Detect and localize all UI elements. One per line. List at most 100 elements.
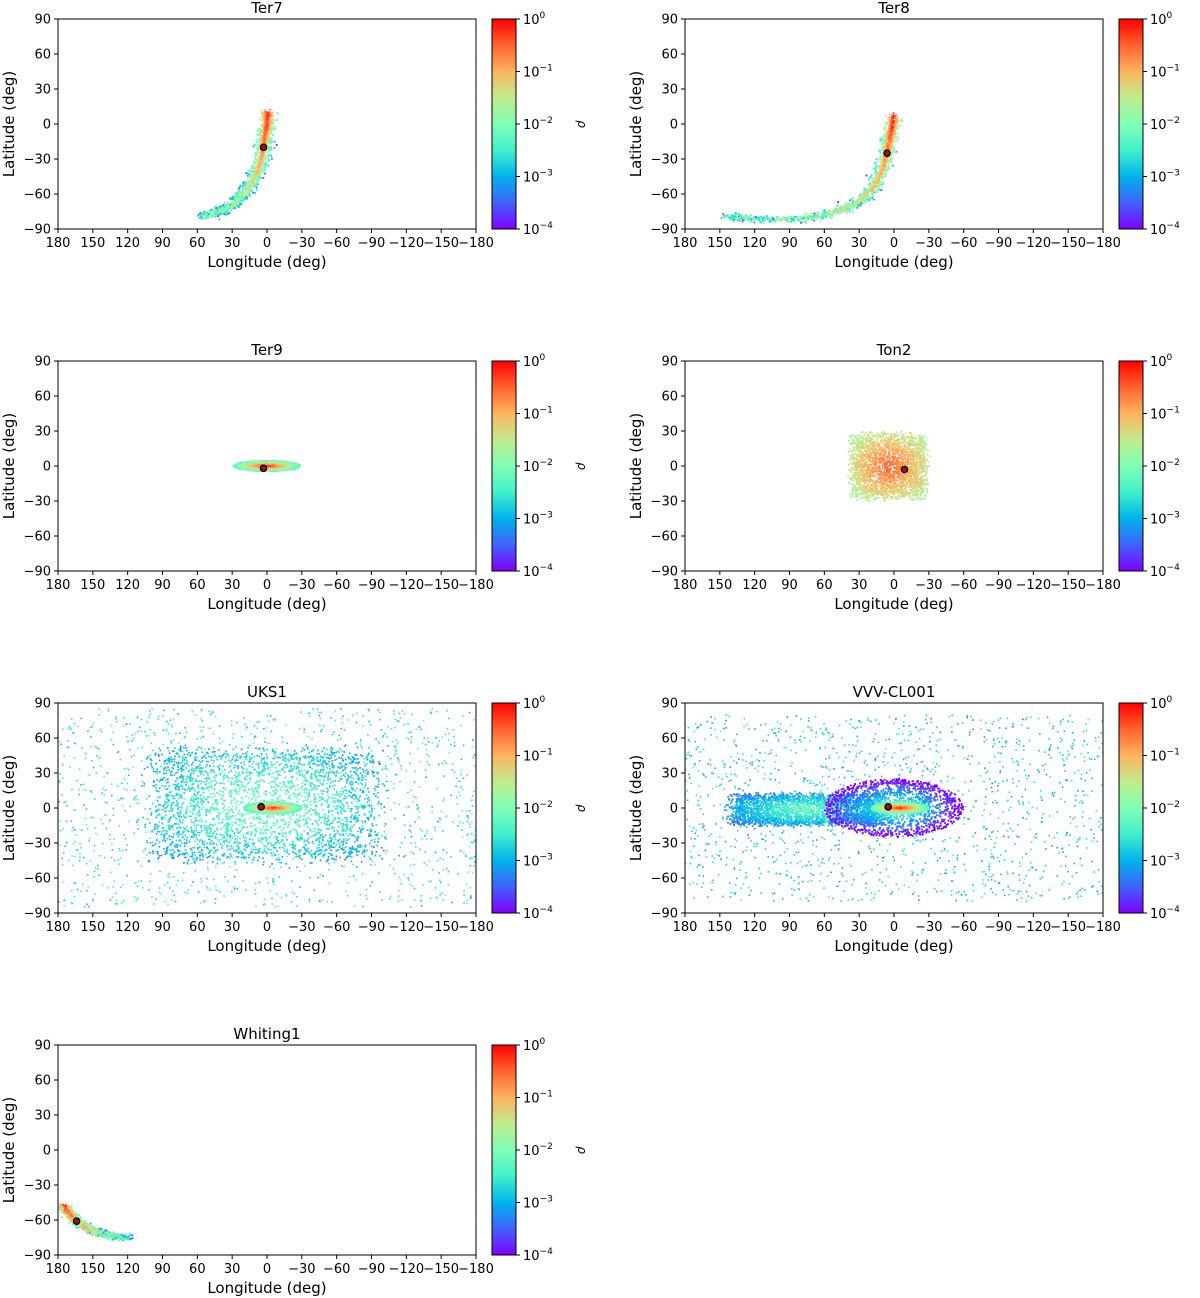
scatter-point bbox=[268, 128, 270, 131]
scatter-point bbox=[212, 212, 215, 214]
scatter-point bbox=[233, 464, 236, 466]
scatter-point bbox=[266, 142, 269, 145]
scatter-point bbox=[903, 454, 906, 457]
scatter-point bbox=[279, 462, 282, 464]
scatter-point bbox=[852, 211, 854, 213]
scatter-point bbox=[258, 141, 260, 143]
scatter-point bbox=[839, 210, 841, 213]
scatter-point bbox=[251, 468, 254, 471]
panel-title: Ter7 bbox=[250, 0, 283, 17]
scatter-point bbox=[246, 172, 249, 175]
scatter-point bbox=[201, 217, 203, 220]
scatter-point bbox=[853, 450, 855, 452]
scatter-point bbox=[903, 484, 906, 486]
scatter-point bbox=[895, 120, 898, 123]
scatter-point bbox=[854, 485, 857, 487]
scatter-point bbox=[830, 212, 833, 214]
scatter-point bbox=[824, 215, 827, 218]
scatter-point bbox=[875, 164, 878, 167]
scatter-point bbox=[264, 163, 266, 165]
scatter-point bbox=[811, 215, 813, 218]
scatter-point bbox=[887, 166, 890, 169]
scatter-point bbox=[258, 143, 261, 146]
scatter-point bbox=[239, 192, 242, 195]
scatter-point bbox=[248, 182, 251, 184]
scatter-point bbox=[897, 127, 900, 129]
scatter-point bbox=[893, 439, 896, 442]
scatter-point bbox=[786, 218, 789, 221]
scatter-point bbox=[900, 453, 903, 455]
scatter-point bbox=[776, 218, 779, 221]
scatter-point bbox=[254, 460, 256, 463]
scatter-point bbox=[733, 214, 735, 217]
scatter-point bbox=[732, 221, 735, 223]
scatter-point bbox=[241, 464, 244, 467]
scatter-point bbox=[862, 437, 865, 440]
scatter-point bbox=[815, 215, 818, 218]
scatter-point bbox=[268, 467, 271, 470]
colorbar-tick-label: 10−1 bbox=[1150, 64, 1180, 81]
scatter-point bbox=[869, 183, 872, 185]
scatter-point bbox=[257, 151, 260, 154]
scatter-point bbox=[897, 498, 900, 501]
scatter-point bbox=[883, 489, 885, 492]
scatter-point bbox=[731, 213, 734, 216]
colorbar bbox=[491, 18, 517, 230]
scatter-point bbox=[239, 196, 242, 199]
scatter-point bbox=[736, 216, 738, 219]
colorbar-tick-label: 10−4 bbox=[1150, 221, 1180, 238]
scatter-point bbox=[862, 191, 865, 194]
scatter-point bbox=[843, 210, 846, 212]
scatter-point bbox=[925, 443, 928, 446]
scatter-point bbox=[912, 475, 915, 477]
cluster-marker bbox=[259, 143, 268, 152]
scatter-point bbox=[880, 160, 883, 162]
scatter-point bbox=[862, 199, 865, 202]
scatter-point bbox=[242, 185, 244, 187]
scatter-point bbox=[891, 152, 893, 155]
scatter-point bbox=[260, 168, 263, 170]
scatter-point bbox=[921, 483, 923, 486]
scatter-point bbox=[753, 221, 756, 224]
scatter-point bbox=[262, 111, 265, 114]
scatter-point bbox=[855, 200, 858, 202]
y-tick-label: −60 bbox=[24, 188, 51, 203]
scatter-point bbox=[769, 217, 771, 220]
scatter-point bbox=[881, 149, 883, 152]
scatter-point bbox=[298, 464, 301, 467]
scatter-point bbox=[871, 191, 873, 194]
scatter-point bbox=[888, 116, 891, 119]
scatter-point bbox=[267, 164, 270, 167]
scatter-point bbox=[878, 185, 881, 188]
scatter-point bbox=[923, 498, 926, 500]
scatter-point bbox=[255, 176, 258, 179]
scatter-point bbox=[265, 161, 267, 164]
scatter-point bbox=[833, 208, 836, 211]
scatter-points bbox=[847, 430, 931, 503]
scatter-point bbox=[888, 133, 891, 136]
scatter-point bbox=[813, 219, 815, 222]
scatter-point bbox=[236, 195, 239, 197]
scatter-point bbox=[879, 189, 881, 191]
scatter-point bbox=[211, 212, 214, 215]
scatter-point bbox=[885, 477, 888, 480]
scatter-point bbox=[863, 189, 866, 192]
scatter-point bbox=[239, 199, 242, 201]
scatter-point bbox=[285, 469, 288, 472]
scatter-point bbox=[854, 463, 856, 466]
scatter-point bbox=[877, 183, 879, 186]
x-tick-label: 120 bbox=[742, 236, 767, 251]
scatter-point bbox=[825, 216, 828, 219]
scatter-point bbox=[263, 109, 266, 112]
scatter-point bbox=[218, 209, 221, 211]
scatter-point bbox=[232, 196, 235, 199]
scatter-point bbox=[242, 190, 245, 192]
scatter-point bbox=[263, 460, 265, 462]
scatter-point bbox=[841, 210, 844, 213]
scatter-point bbox=[260, 176, 263, 179]
scatter-point bbox=[246, 192, 248, 194]
scatter-point bbox=[890, 157, 892, 159]
scatter-point bbox=[256, 466, 259, 469]
scatter-point bbox=[914, 448, 917, 451]
scatter-point bbox=[256, 161, 259, 164]
